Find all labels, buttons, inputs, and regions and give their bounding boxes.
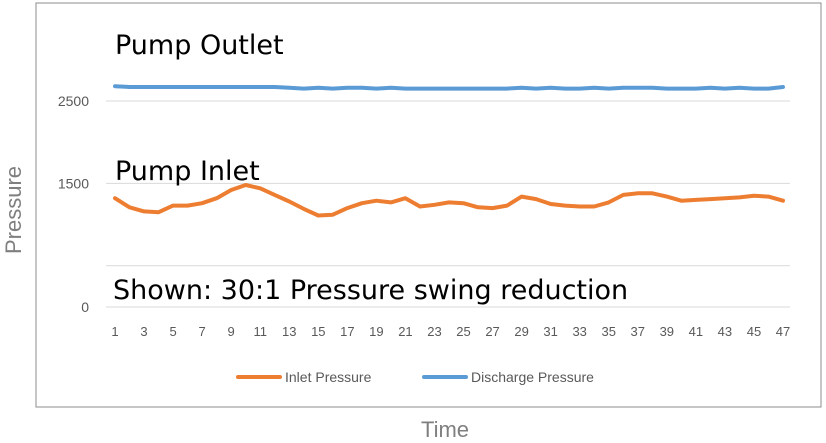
series-lines xyxy=(113,84,785,218)
y-axis-title: Pressure xyxy=(1,166,26,254)
x-tick-label: 13 xyxy=(282,324,296,339)
x-tick-label: 5 xyxy=(169,324,176,339)
y-tick-label: 1500 xyxy=(58,175,89,191)
x-axis-ticks: 1 3 5 7 9 11 13 15 17 19 21 23 25 27 29 31 33 35 37 39 41 43 4… xyxy=(111,324,790,339)
x-tick-label: 37 xyxy=(631,324,645,339)
chart-frame xyxy=(35,2,822,408)
x-tick-label: 11 xyxy=(253,324,267,339)
annotation-pump-inlet: Pump Inlet xyxy=(115,156,260,187)
legend-label-discharge: Discharge Pressure xyxy=(471,369,594,385)
y-axis-ticks: 0 1500 2500 xyxy=(58,93,89,315)
x-tick-label: 3 xyxy=(140,324,147,339)
x-tick-label: 33 xyxy=(572,324,586,339)
x-tick-label: 23 xyxy=(427,324,441,339)
x-tick-label: 21 xyxy=(398,324,412,339)
x-tick-label: 35 xyxy=(602,324,616,339)
x-tick-label: 27 xyxy=(485,324,499,339)
x-tick-label: 31 xyxy=(543,324,557,339)
legend: Inlet Pressure Discharge Pressure xyxy=(236,369,594,385)
x-tick-label: 47 xyxy=(776,324,790,339)
y-tick-label: 0 xyxy=(81,299,89,315)
x-tick-label: 45 xyxy=(747,324,761,339)
x-tick-label: 7 xyxy=(199,324,206,339)
x-tick-label: 25 xyxy=(456,324,470,339)
annotation-swing-reduction: Shown: 30:1 Pressure swing reduction xyxy=(113,275,628,306)
x-tick-label: 19 xyxy=(369,324,383,339)
annotation-pump-outlet: Pump Outlet xyxy=(115,30,284,61)
x-tick-label: 1 xyxy=(111,324,118,339)
series-line-inlet-pressure xyxy=(113,183,785,218)
legend-label-inlet: Inlet Pressure xyxy=(285,369,372,385)
x-tick-label: 43 xyxy=(718,324,732,339)
gridlines xyxy=(106,100,790,308)
x-tick-label: 9 xyxy=(228,324,235,339)
x-axis-title: Time xyxy=(421,417,469,442)
x-tick-label: 29 xyxy=(514,324,528,339)
y-tick-label: 2500 xyxy=(58,93,89,109)
x-tick-label: 39 xyxy=(660,324,674,339)
x-tick-label: 41 xyxy=(689,324,703,339)
x-tick-label: 15 xyxy=(311,324,325,339)
series-line-discharge-pressure xyxy=(113,84,785,91)
x-tick-label: 17 xyxy=(340,324,354,339)
